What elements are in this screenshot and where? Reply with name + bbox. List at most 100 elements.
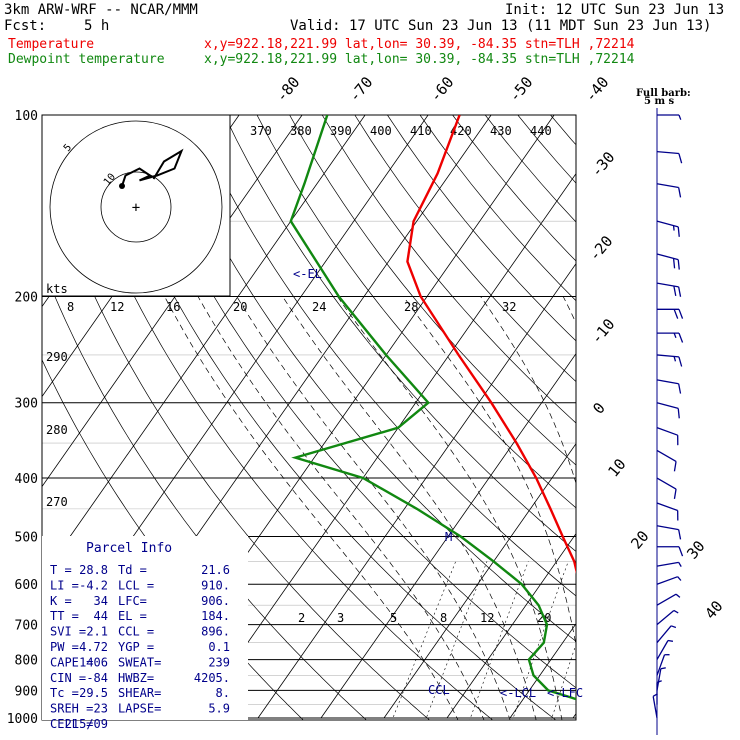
dry-adiabat [517,115,576,184]
wind-barb [656,282,679,288]
init-time: Init: 12 UTC Sun 23 Jun 13 [505,2,724,18]
parcel-param-value: 34 [94,594,108,608]
mixing-ratio-line [599,561,652,730]
parcel-param-value: 910. [201,578,230,592]
parcel-param-name: Tc = [50,686,79,700]
isotherm-label: 0 [589,399,609,417]
parcel-param-value: 4205. [194,671,230,685]
parcel-param-name: T = [50,563,72,577]
parcel-param-name: SREH = [50,702,93,716]
wind-barb [656,654,666,676]
wind-barb-flag [656,680,662,684]
moist-adiabat [337,296,563,720]
moist-adiabat [236,296,511,720]
wind-barb-flag [673,356,677,362]
isotherm-line [699,115,740,718]
wind-barb-flag [677,576,682,581]
parcel-param-name: YGP = [118,640,154,654]
mixing-ratio-label: 32 [502,300,516,314]
isotherm-label: 30 [683,537,708,562]
wind-barb-flag [672,225,675,231]
parcel-param-value: 239 [208,655,230,669]
wind-barb [652,696,658,719]
theta-label: 380 [290,124,312,138]
moist-adiabat [282,296,537,720]
mixing-ratio-label: 12 [480,611,494,625]
isotherm-line [509,623,576,719]
mixing-ratio-label: 16 [166,300,180,314]
parcel-param-value: 906. [201,594,230,608]
isotherm-line [320,353,576,719]
isotherm-label: -70 [345,73,376,105]
wind-barb [656,593,677,606]
parcel-param-name: EL = [118,609,147,623]
pressure-tick-label: 700 [15,619,38,634]
dry-adiabat [289,115,576,466]
moist-adiabat [197,296,485,720]
hodograph-trace [121,148,184,187]
isotherm-label: -20 [585,232,616,264]
pressure-tick-label: 100 [15,109,38,124]
dry-adiabat [191,115,576,597]
isotherm-label: -60 [426,73,457,105]
isotherm-line [446,533,576,719]
wind-barb [656,625,672,644]
wind-barb-flag [677,259,680,270]
mixing-ratio-label: 8 [67,300,74,314]
wind-barb [656,354,679,358]
isotherm-line [257,263,576,719]
parcel-param-name: CCL = [118,625,154,639]
dry-adiabat [452,115,576,262]
parcel-param-value: 0.1 [208,640,230,654]
dewpoint-profile [289,115,576,701]
mixing-ratio-line [425,561,488,720]
parcel-param-name: TT = [50,609,79,623]
wind-barb-flag [677,408,680,419]
wind-barb-flag [670,625,677,629]
parcel-param-name: CAPE = [50,655,93,669]
theta-label: 410 [410,124,432,138]
wind-barb-flag [660,667,666,670]
wind-barb [656,576,678,585]
dewpoint-legend: Dewpoint temperature [8,52,165,67]
wind-barb-flag [673,285,677,297]
dry-adiabat [386,115,576,342]
parcel-info-title: Parcel Info [86,541,172,556]
pressure-tick-label: 800 [15,654,38,669]
wind-barb-flag [673,461,677,472]
isotherm-label: 40 [701,597,726,622]
pressure-tick-label: 200 [15,291,38,306]
plot-border [41,114,577,721]
lfc-marker: <-LFC [547,686,583,700]
isotherm-label: -30 [587,148,618,180]
dry-adiabat [93,115,557,720]
dewpoint-location-info: x,y=922.18,221.99 lat,lon= 30.39, -84.35… [204,52,635,67]
parcel-param-value: 8. [216,686,230,700]
wind-barb-flag [678,356,683,367]
dry-adiabat [655,87,740,730]
hodograph-ring [49,120,223,294]
wind-barb [656,609,675,626]
pressure-tick-label: 600 [15,578,38,593]
dry-adiabat [321,115,576,424]
hodograph-ring-label: 5 [62,142,74,154]
dry-adiabat [60,115,494,720]
mixing-ratio-label: 20 [233,300,247,314]
pressure-tick-label: 500 [15,530,38,545]
isotherm-line [42,115,366,578]
wind-barb-flag [678,383,682,394]
wind-barb-flag [673,609,679,614]
dry-adiabat [623,87,740,730]
isotherm-line [42,115,303,488]
wind-barb-flag [652,693,658,697]
parcel-param-value: 44 [94,609,108,623]
wind-barb-flag [675,593,681,598]
pressure-tick-label: 1000 [7,712,38,727]
isotherm-label: -40 [581,73,612,105]
temperature-legend: Temperature [8,37,94,52]
hodograph-center: + [132,200,140,216]
wind-barb-flag [678,546,684,557]
parcel-param-value: 896. [201,625,230,639]
wind-barb [656,402,679,410]
dry-adiabat [550,115,576,146]
